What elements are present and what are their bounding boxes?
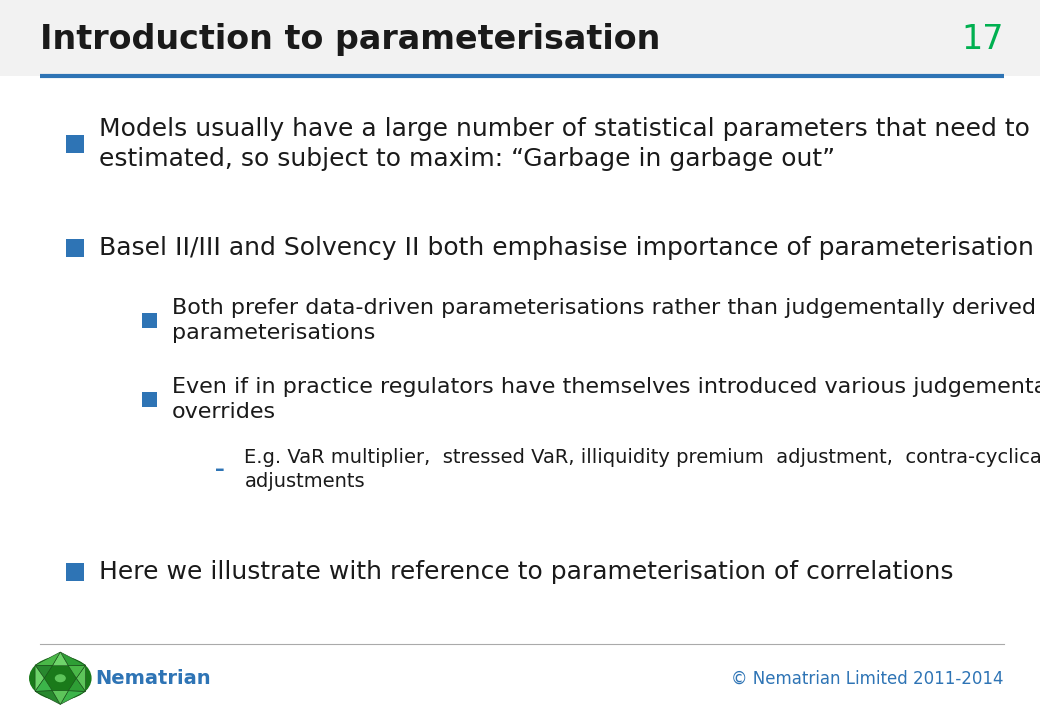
Text: E.g. VaR multiplier,  stressed VaR, illiquidity premium  adjustment,  contra-cyc: E.g. VaR multiplier, stressed VaR, illiq…: [244, 448, 1040, 491]
Text: Introduction to parameterisation: Introduction to parameterisation: [40, 23, 660, 56]
Polygon shape: [69, 678, 85, 691]
Bar: [66, 135, 84, 153]
Text: Both prefer data-driven parameterisations rather than judgementally derived
para: Both prefer data-driven parameterisation…: [172, 297, 1036, 343]
Text: © Nematrian Limited 2011-2014: © Nematrian Limited 2011-2014: [731, 670, 1004, 687]
Bar: [66, 563, 84, 582]
Text: 17: 17: [961, 23, 1004, 56]
Polygon shape: [35, 690, 60, 704]
Text: Even if in practice regulators have themselves introduced various judgemental
ov: Even if in practice regulators have them…: [172, 377, 1040, 423]
Polygon shape: [35, 678, 52, 691]
Polygon shape: [52, 690, 69, 704]
Bar: [142, 313, 157, 328]
Polygon shape: [52, 652, 69, 666]
Polygon shape: [69, 665, 85, 678]
Circle shape: [30, 657, 90, 699]
Polygon shape: [60, 652, 85, 666]
Text: –: –: [215, 460, 225, 479]
Polygon shape: [76, 665, 85, 691]
Circle shape: [55, 675, 66, 682]
Text: Models usually have a large number of statistical parameters that need to be
est: Models usually have a large number of st…: [99, 117, 1040, 171]
Polygon shape: [60, 690, 85, 704]
Polygon shape: [35, 652, 60, 666]
Text: Nematrian: Nematrian: [96, 669, 211, 688]
Text: Basel II/III and Solvency II both emphasise importance of parameterisation: Basel II/III and Solvency II both emphas…: [99, 236, 1034, 261]
Polygon shape: [35, 665, 52, 678]
Text: Here we illustrate with reference to parameterisation of correlations: Here we illustrate with reference to par…: [99, 560, 954, 585]
Polygon shape: [35, 665, 45, 691]
Bar: [142, 392, 157, 407]
FancyBboxPatch shape: [0, 0, 1040, 76]
Bar: [66, 239, 84, 257]
